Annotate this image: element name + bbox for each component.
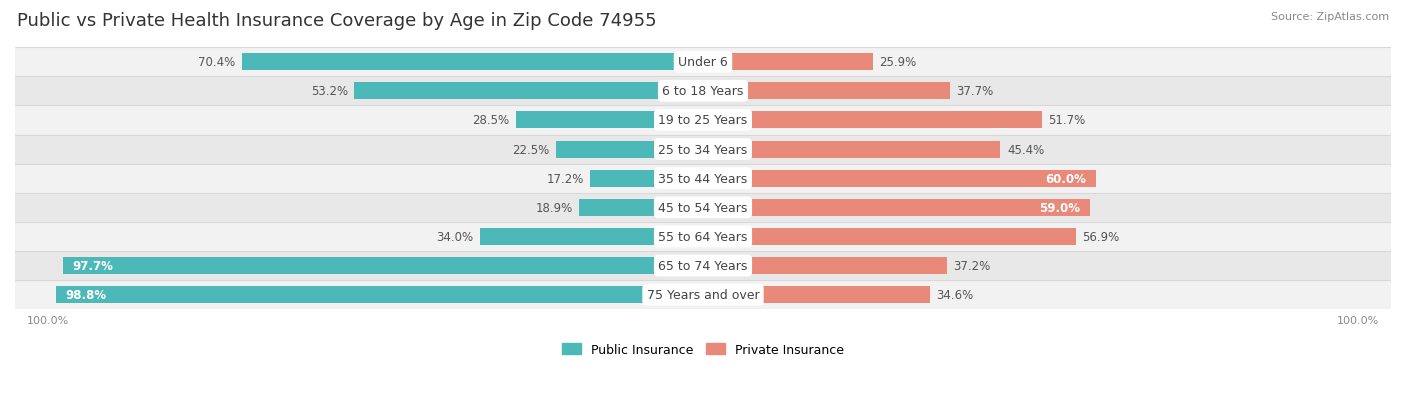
Bar: [15, 252, 1391, 280]
Text: 51.7%: 51.7%: [1049, 114, 1085, 127]
Text: 70.4%: 70.4%: [198, 56, 235, 69]
Bar: [15, 193, 1391, 222]
Bar: [63, 258, 703, 274]
Bar: [15, 106, 1391, 135]
Text: 45.4%: 45.4%: [1007, 143, 1045, 156]
Text: 98.8%: 98.8%: [66, 289, 107, 301]
Bar: [15, 77, 1391, 106]
Bar: [703, 258, 946, 274]
Text: 34.6%: 34.6%: [936, 289, 973, 301]
Bar: [15, 164, 1391, 193]
Text: Source: ZipAtlas.com: Source: ZipAtlas.com: [1271, 12, 1389, 22]
Text: 17.2%: 17.2%: [547, 172, 583, 185]
Bar: [703, 83, 950, 100]
Text: 65 to 74 Years: 65 to 74 Years: [658, 259, 748, 273]
Text: 19 to 25 Years: 19 to 25 Years: [658, 114, 748, 127]
Text: 97.7%: 97.7%: [73, 259, 114, 273]
Text: 18.9%: 18.9%: [536, 202, 572, 214]
Bar: [591, 170, 703, 187]
Bar: [703, 287, 929, 304]
Bar: [703, 141, 1001, 158]
Bar: [242, 54, 703, 71]
Bar: [354, 83, 703, 100]
Text: 37.2%: 37.2%: [953, 259, 991, 273]
Bar: [15, 135, 1391, 164]
Bar: [481, 228, 703, 245]
Bar: [703, 112, 1042, 129]
Bar: [703, 228, 1076, 245]
Bar: [579, 199, 703, 216]
Bar: [15, 222, 1391, 252]
Bar: [15, 48, 1391, 77]
Text: 6 to 18 Years: 6 to 18 Years: [662, 85, 744, 98]
Bar: [703, 54, 873, 71]
Text: 59.0%: 59.0%: [1039, 202, 1080, 214]
Bar: [15, 280, 1391, 309]
Bar: [516, 112, 703, 129]
Text: Under 6: Under 6: [678, 56, 728, 69]
Text: 55 to 64 Years: 55 to 64 Years: [658, 230, 748, 243]
Text: 35 to 44 Years: 35 to 44 Years: [658, 172, 748, 185]
Text: 53.2%: 53.2%: [311, 85, 347, 98]
Bar: [703, 199, 1090, 216]
Text: 34.0%: 34.0%: [436, 230, 474, 243]
Text: Public vs Private Health Insurance Coverage by Age in Zip Code 74955: Public vs Private Health Insurance Cover…: [17, 12, 657, 30]
Text: 75 Years and over: 75 Years and over: [647, 289, 759, 301]
Text: 22.5%: 22.5%: [512, 143, 548, 156]
Bar: [56, 287, 703, 304]
Text: 28.5%: 28.5%: [472, 114, 510, 127]
Text: 37.7%: 37.7%: [956, 85, 994, 98]
Text: 25.9%: 25.9%: [879, 56, 917, 69]
Legend: Public Insurance, Private Insurance: Public Insurance, Private Insurance: [557, 338, 849, 361]
Bar: [703, 170, 1097, 187]
Text: 60.0%: 60.0%: [1046, 172, 1087, 185]
Text: 25 to 34 Years: 25 to 34 Years: [658, 143, 748, 156]
Text: 56.9%: 56.9%: [1083, 230, 1119, 243]
Bar: [555, 141, 703, 158]
Text: 45 to 54 Years: 45 to 54 Years: [658, 202, 748, 214]
